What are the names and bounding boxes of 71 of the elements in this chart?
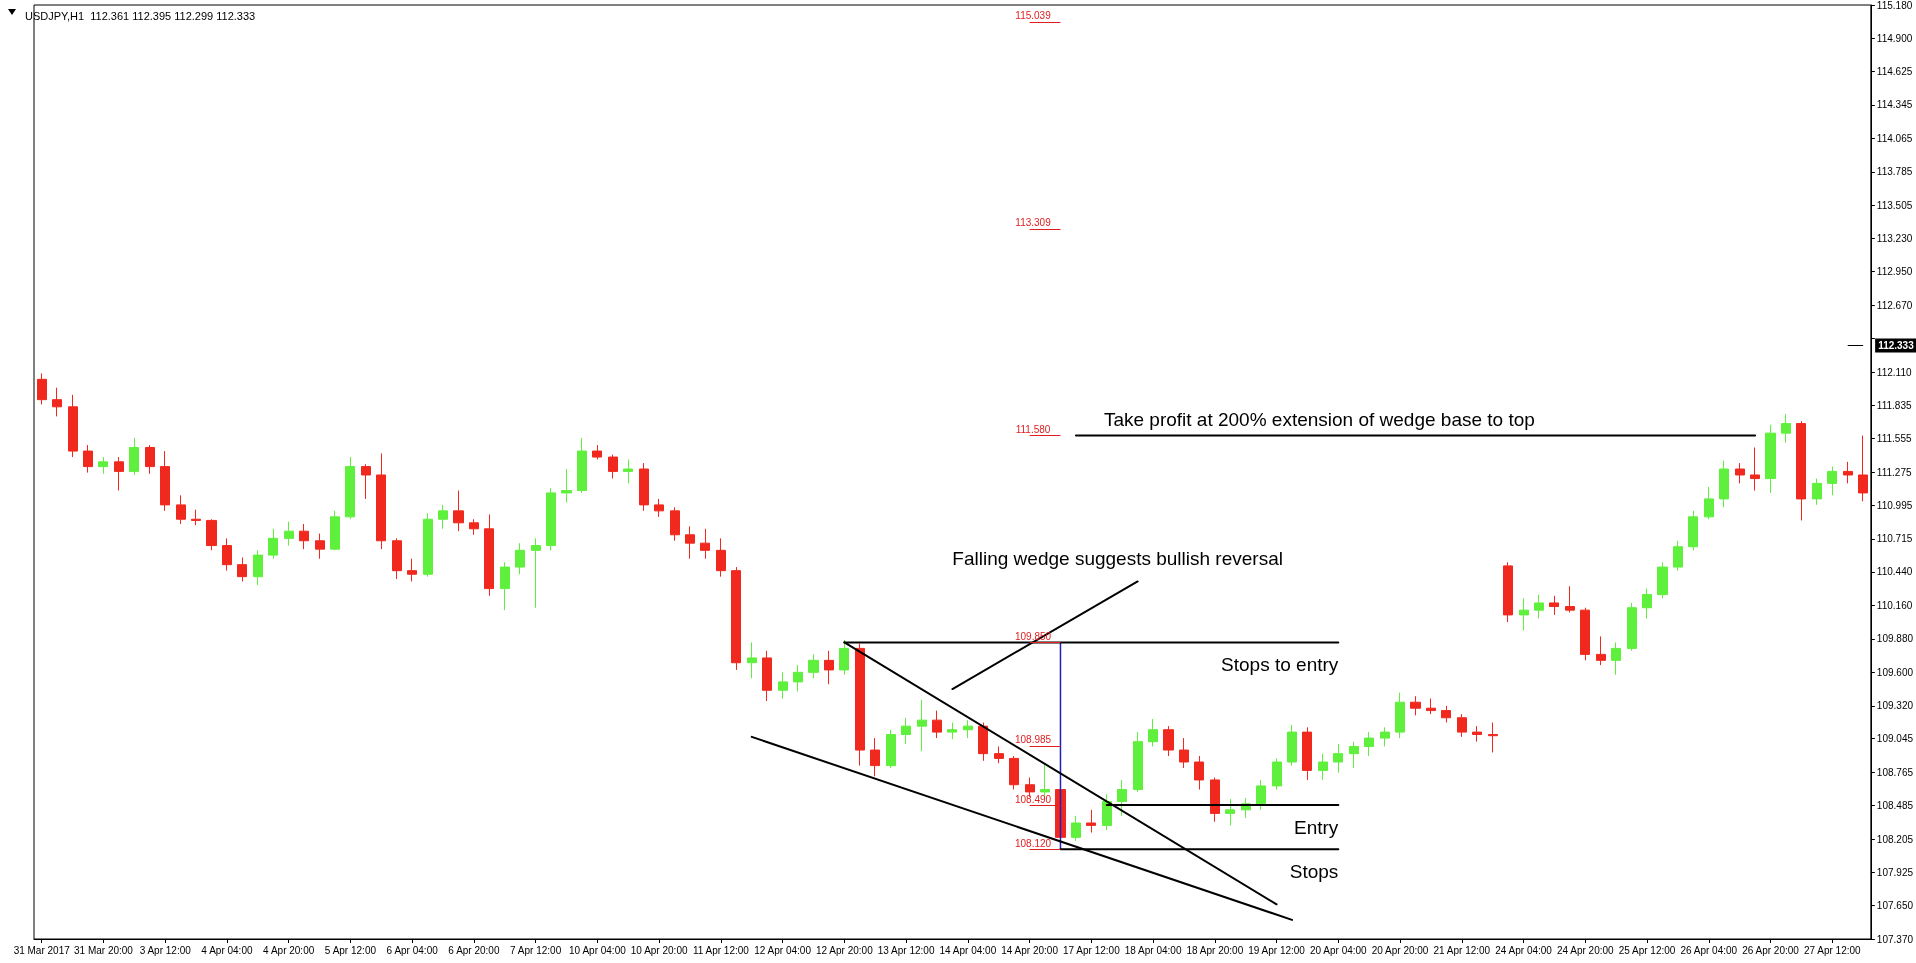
x-tick-label: 25 Apr 12:00 xyxy=(1618,944,1676,956)
y-tick-label: 114.625 xyxy=(1876,65,1913,77)
y-tick-label: 110.440 xyxy=(1876,566,1913,578)
ref-line-label: 111.580 xyxy=(1015,424,1051,436)
x-tick-label: 10 Apr 04:00 xyxy=(569,944,627,956)
y-tick-label: 107.925 xyxy=(1876,867,1914,879)
y-tick-label: 108.205 xyxy=(1876,833,1914,845)
x-tick-label: 10 Apr 20:00 xyxy=(630,944,688,956)
y-tick-label: 111.555 xyxy=(1876,433,1912,445)
x-tick-label: 20 Apr 04:00 xyxy=(1309,944,1368,956)
x-tick-label: 4 Apr 20:00 xyxy=(263,944,315,956)
y-tick-label: 112.110 xyxy=(1876,366,1912,378)
y-tick-label: 109.880 xyxy=(1876,633,1914,645)
y-tick-label: 111.835 xyxy=(1876,399,1912,411)
x-tick-label: 7 Apr 12:00 xyxy=(510,944,562,956)
x-tick-label: 12 Apr 04:00 xyxy=(754,944,812,956)
y-tick-label: 114.345 xyxy=(1876,99,1913,111)
x-tick-label: 26 Apr 04:00 xyxy=(1680,944,1738,956)
x-tick-label: 24 Apr 20:00 xyxy=(1556,944,1615,956)
y-tick-label: 110.160 xyxy=(1876,599,1913,611)
y-tick-label: 108.485 xyxy=(1876,800,1914,812)
y-tick-label: 110.995 xyxy=(1876,499,1913,511)
series-label: Stops xyxy=(1289,861,1339,883)
y-tick-label: 110.715 xyxy=(1876,533,1913,545)
x-tick-label: 27 Apr 12:00 xyxy=(1803,944,1862,956)
ref-line-label: 108.490 xyxy=(1014,793,1052,805)
x-tick-label: 26 Apr 20:00 xyxy=(1742,944,1800,956)
ref-line-label: 108.120 xyxy=(1014,837,1052,849)
x-tick-label: 6 Apr 20:00 xyxy=(448,944,500,956)
y-tick-label: 112.950 xyxy=(1876,266,1913,278)
x-tick-label: 20 Apr 20:00 xyxy=(1371,944,1429,956)
y-tick-label: 107.370 xyxy=(1876,933,1914,945)
x-tick-label: 12 Apr 20:00 xyxy=(816,944,874,956)
x-tick-label: 4 Apr 04:00 xyxy=(201,944,253,956)
x-tick-label: 31 Mar 20:00 xyxy=(73,944,134,956)
y-tick-label: 111.275 xyxy=(1876,466,1912,478)
ref-line-label: 115.039 xyxy=(1015,10,1052,22)
y-tick-label: 112.670 xyxy=(1876,299,1913,311)
y-tick-label: 109.045 xyxy=(1876,733,1914,745)
x-tick-label: 19 Apr 12:00 xyxy=(1248,944,1306,956)
ref-line-label: 113.309 xyxy=(1015,217,1052,229)
y-tick-label: 115.180 xyxy=(1876,0,1913,11)
y-tick-label: 107.650 xyxy=(1876,900,1914,912)
x-tick-label: 17 Apr 12:00 xyxy=(1062,944,1121,956)
chart-title: USDJPY,H1 112.361 112.395 112.299 112.333 xyxy=(25,9,256,22)
y-tick-label: 113.785 xyxy=(1876,166,1913,178)
ref-line-label: 108.985 xyxy=(1014,734,1052,746)
y-tick-label: 114.065 xyxy=(1876,132,1913,144)
series-label: Stops to entry xyxy=(1221,654,1339,676)
series-label: Falling wedge suggests bullish reversal xyxy=(952,548,1283,570)
x-tick-label: 18 Apr 04:00 xyxy=(1124,944,1182,956)
x-tick-label: 24 Apr 04:00 xyxy=(1495,944,1553,956)
x-tick-label: 18 Apr 20:00 xyxy=(1186,944,1244,956)
x-tick-label: 11 Apr 12:00 xyxy=(692,944,750,956)
series-label: Take profit at 200% extension of wedge base to top xyxy=(1103,408,1535,430)
y-tick-label: 108.765 xyxy=(1876,766,1914,778)
y-tick-label: 114.900 xyxy=(1876,32,1913,44)
y-tick-label: 109.320 xyxy=(1876,700,1914,712)
x-tick-label: 6 Apr 04:00 xyxy=(386,944,439,956)
x-tick-label: 3 Apr 12:00 xyxy=(139,944,192,956)
y-tick-label: 113.230 xyxy=(1876,232,1913,244)
x-tick-label: 5 Apr 12:00 xyxy=(324,944,377,956)
y-tick-label: 113.505 xyxy=(1876,199,1913,211)
x-tick-label: 13 Apr 12:00 xyxy=(877,944,935,956)
y-tick-label: 109.600 xyxy=(1876,666,1914,678)
series-label: Entry xyxy=(1293,817,1339,839)
x-tick-label: 14 Apr 04:00 xyxy=(939,944,997,956)
x-tick-label: 31 Mar 2017 xyxy=(13,944,71,956)
ref-line-label: 112.333 xyxy=(1878,339,1915,351)
x-tick-label: 21 Apr 12:00 xyxy=(1433,944,1491,956)
x-tick-label: 14 Apr 20:00 xyxy=(1001,944,1059,956)
